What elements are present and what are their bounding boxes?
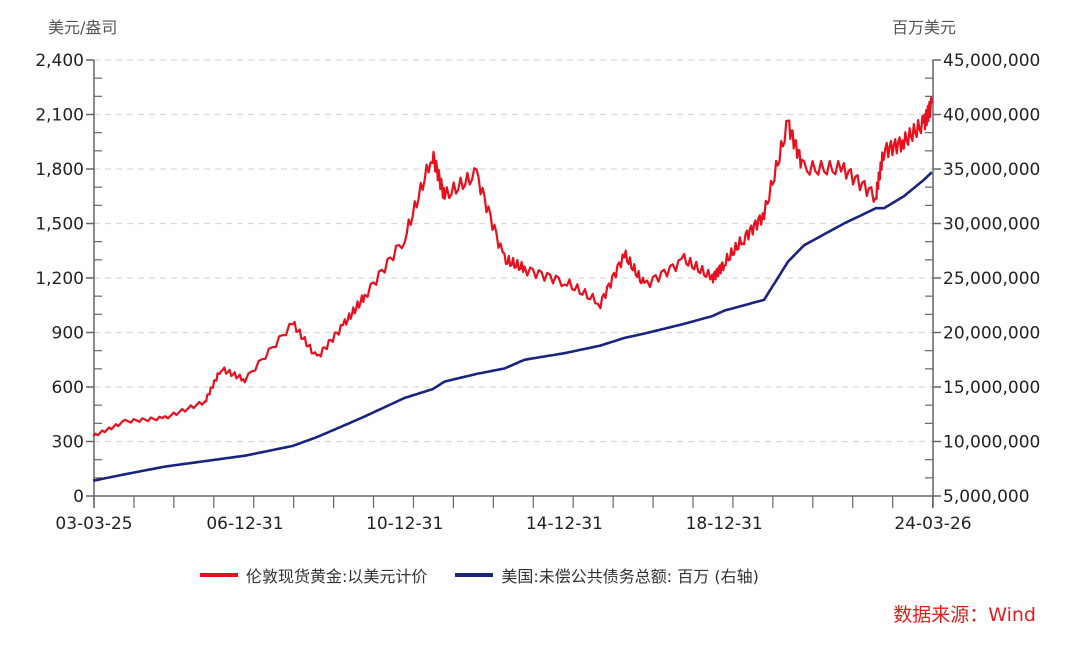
grid-lines: [94, 59, 933, 443]
right-tick-label: 25,000,000: [943, 269, 1040, 289]
left-tick-label: 300: [52, 433, 84, 453]
x-tick-label: 06-12-31: [206, 514, 283, 534]
left-tick-label: 0: [73, 487, 84, 507]
right-tick-label: 20,000,000: [943, 324, 1040, 344]
right-tick-label: 40,000,000: [943, 106, 1040, 126]
series-lines: [92, 96, 933, 482]
left-tick-label: 600: [52, 378, 84, 398]
legend-label-gold: 伦敦现货黄金:以美元计价: [246, 567, 428, 586]
right-tick-label: 30,000,000: [943, 215, 1040, 235]
x-tick-label: 18-12-31: [686, 514, 763, 534]
right-axis-unit-label: 百万美元: [892, 18, 957, 37]
gold-line-swatch-icon: [200, 573, 238, 577]
data-source: 数据来源：Wind: [893, 604, 1036, 626]
x-tick-label: 10-12-31: [366, 514, 443, 534]
line-chart: 0 5,000,000 300 10,000,000 600 15,000,000 900 2…: [35, 51, 1040, 534]
left-axis-unit-label: 美元/盎司: [48, 18, 118, 37]
right-tick-label: 5,000,000: [943, 487, 1030, 507]
left-tick-label: 2,400: [35, 51, 84, 71]
right-tick-label: 15,000,000: [943, 378, 1040, 398]
left-tick-label: 1,500: [35, 215, 84, 235]
legend-label-debt: 美国:未偿公共债务总额: 百万 (右轴): [501, 567, 759, 586]
legend: 伦敦现货黄金:以美元计价 美国:未偿公共债务总额: 百万 (右轴): [200, 563, 787, 587]
legend-item-gold: 伦敦现货黄金:以美元计价: [200, 563, 427, 587]
axes: 0 5,000,000 300 10,000,000 600 15,000,000 900 2…: [35, 51, 1040, 534]
left-tick-label: 1,200: [35, 269, 84, 289]
x-tick-label: 24-03-26: [894, 514, 971, 534]
left-tick-label: 2,100: [35, 106, 84, 126]
gold-price-line: [92, 96, 933, 437]
left-tick-label: 900: [52, 324, 84, 344]
us-debt-line: [92, 171, 933, 482]
right-tick-label: 35,000,000: [943, 160, 1040, 180]
debt-line-swatch-icon: [455, 573, 494, 577]
right-tick-label: 45,000,000: [943, 51, 1040, 71]
legend-item-debt: 美国:未偿公共债务总额: 百万 (右轴): [455, 563, 759, 587]
left-tick-label: 1,800: [35, 160, 84, 180]
x-tick-label: 14-12-31: [526, 514, 603, 534]
right-tick-label: 10,000,000: [943, 433, 1040, 453]
x-tick-label: 03-03-25: [55, 514, 132, 534]
